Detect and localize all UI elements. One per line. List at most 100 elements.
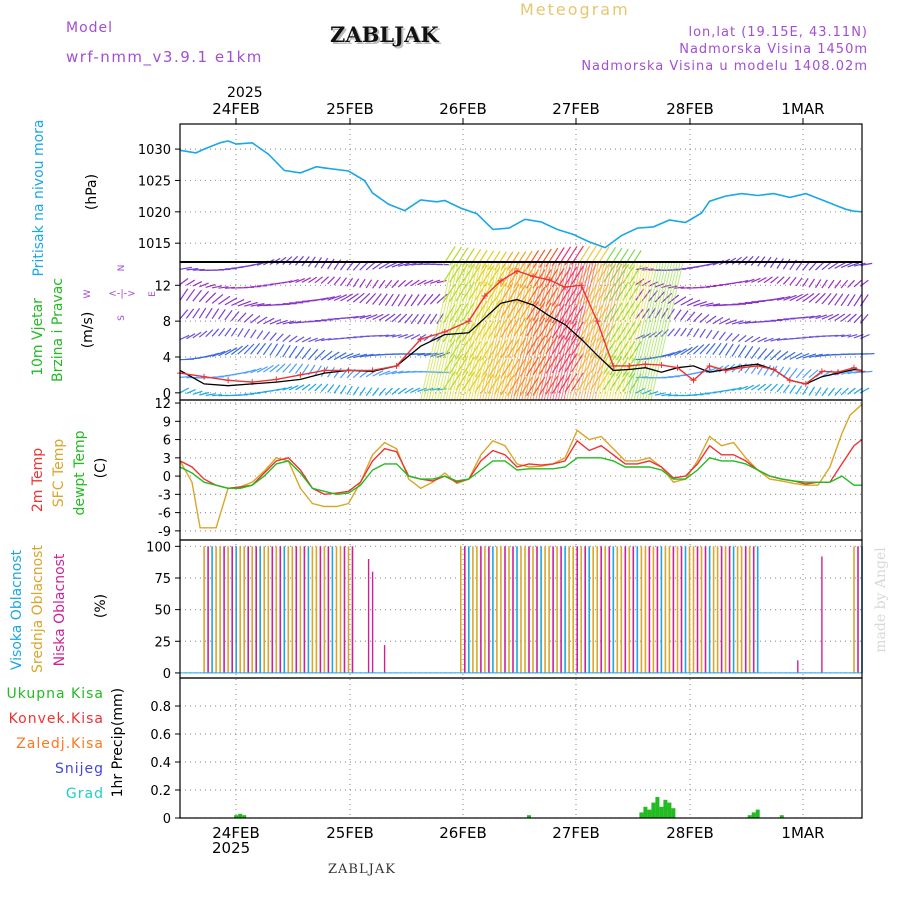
wind-barb — [308, 337, 318, 343]
wind-barb — [205, 352, 220, 358]
wind-barb — [648, 307, 656, 319]
wind-barb — [429, 293, 441, 305]
wind-barb — [301, 347, 312, 360]
wind-barb — [615, 301, 629, 322]
wind-barb — [314, 276, 324, 284]
wind-barb — [615, 341, 629, 361]
wind-barb — [384, 387, 393, 396]
wind-barb — [346, 315, 359, 319]
precip-bar — [242, 815, 247, 818]
wind-barb — [314, 365, 322, 377]
wind-barb — [288, 385, 299, 391]
wind-barb — [853, 262, 866, 267]
strong-wind-hatch — [577, 261, 611, 401]
wind-barb — [359, 314, 372, 320]
wind-barb — [455, 302, 469, 323]
wind-barb — [506, 358, 520, 378]
wind-barb — [314, 383, 323, 392]
strong-wind-hatch — [507, 261, 541, 401]
precip-bar — [659, 806, 664, 818]
wind-barb — [198, 330, 208, 338]
y-tick-label: 12 — [154, 279, 171, 294]
wind-barb — [244, 369, 256, 374]
wind-barb — [276, 387, 287, 392]
wind-barb — [340, 277, 347, 286]
strong-wind-hatch — [493, 261, 527, 401]
model-label: Model — [66, 20, 114, 36]
wind-barb — [436, 388, 447, 391]
y-tick-label: 0.8 — [150, 700, 171, 715]
wind-barb — [795, 352, 810, 360]
wind-barb — [680, 267, 693, 270]
wind-barb — [256, 366, 268, 373]
legend-convective-rain: Konvek.Kisa — [8, 711, 104, 727]
y-tick-label: 12 — [154, 397, 171, 412]
wind-barb — [391, 370, 404, 375]
wind-barb — [461, 371, 475, 391]
pressure-line — [179, 140, 863, 249]
wind-barb — [834, 293, 844, 306]
y-tick-label: 8 — [163, 315, 171, 330]
wind-barb — [487, 319, 501, 340]
strong-wind-hatch — [594, 261, 628, 401]
wind-barb — [538, 355, 552, 375]
wind-barb — [789, 367, 798, 379]
wind-barb — [615, 263, 629, 284]
wind-barb — [397, 279, 407, 288]
wind-barb — [609, 282, 623, 302]
wind-barb — [353, 315, 366, 319]
strong-wind-hatch — [448, 261, 482, 401]
wind-barb — [224, 347, 238, 356]
wind-barb — [327, 351, 340, 361]
legend-snow: Snijeg — [54, 761, 104, 777]
precip-bar — [651, 802, 656, 818]
wind-barb — [738, 334, 747, 343]
wind-barb — [398, 333, 408, 339]
wind-barb — [282, 344, 291, 358]
strong-wind-hatch — [569, 261, 602, 401]
wind-barb — [558, 335, 572, 355]
wind-barb — [231, 299, 245, 307]
wind-barb — [686, 327, 694, 337]
wind-barb — [282, 363, 292, 373]
strong-wind-hatch — [541, 261, 574, 401]
strong-wind-hatch — [498, 261, 532, 401]
wind-barb — [372, 387, 380, 397]
wind-barb — [321, 338, 332, 342]
wind-barb — [275, 333, 284, 342]
wind-barb — [288, 345, 298, 359]
wind-barb — [455, 340, 469, 360]
wind-barb — [275, 363, 286, 373]
strong-wind-hatch — [437, 261, 471, 401]
wind-barb — [372, 313, 384, 321]
strong-wind-hatch — [566, 261, 600, 401]
wind-barb — [423, 293, 434, 306]
wind-barb — [243, 313, 254, 323]
wind-barb — [680, 327, 687, 337]
wind-barb — [545, 303, 559, 323]
wind-barb — [609, 302, 623, 322]
precip-bar — [238, 813, 243, 818]
y-tick-label: 9 — [163, 415, 171, 430]
wind-barb — [776, 258, 784, 269]
wind-barb — [731, 386, 742, 391]
wind-barbs — [177, 245, 875, 401]
panel-frame — [179, 677, 863, 819]
wind-barb — [814, 279, 822, 289]
precip-bar — [671, 808, 676, 818]
wind-barb — [802, 293, 815, 303]
wind-barb — [186, 279, 196, 286]
model-elevation: Nadmorska Visina u modelu 1408.02m — [581, 59, 868, 74]
wind-barb — [532, 249, 546, 269]
strong-wind-hatch — [644, 261, 678, 401]
wind-barb — [853, 294, 863, 307]
wind-barb — [622, 321, 636, 342]
wind-barb — [847, 294, 856, 307]
strong-wind-hatch — [476, 261, 510, 401]
wind-barb — [847, 334, 858, 338]
wind-barb — [686, 345, 699, 355]
wind-barb — [282, 334, 291, 343]
strong-wind-hatch — [423, 261, 456, 401]
wind-barb — [417, 293, 427, 306]
wind-barb — [385, 313, 396, 322]
